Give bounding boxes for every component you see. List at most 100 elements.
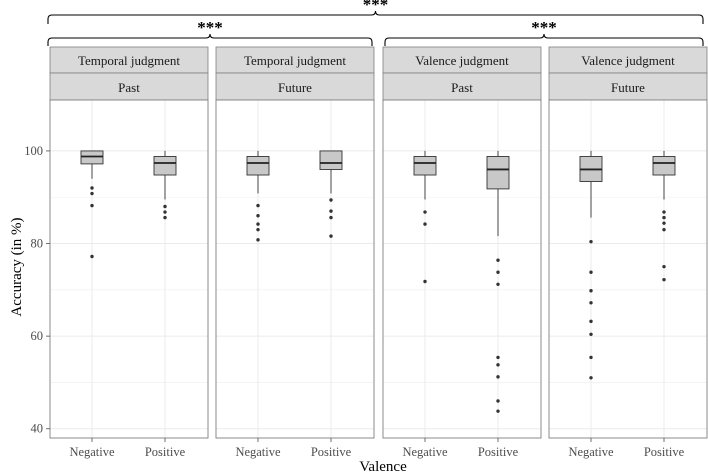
significance-label: *** bbox=[197, 18, 223, 37]
outlier-point bbox=[256, 214, 260, 218]
box-positive bbox=[319, 150, 343, 238]
significance-label: *** bbox=[531, 18, 557, 37]
strip-label-time: Future bbox=[611, 80, 645, 95]
outlier-point bbox=[90, 254, 94, 259]
plot-background bbox=[383, 100, 541, 438]
box-iqr bbox=[652, 156, 676, 176]
strip-label-judgment: Temporal judgment bbox=[78, 53, 180, 68]
outlier-point bbox=[256, 222, 260, 226]
outlier-point bbox=[662, 210, 666, 214]
strip-label-time: Future bbox=[278, 80, 312, 95]
x-tick-label: Positive bbox=[311, 445, 352, 459]
outlier-point bbox=[662, 221, 666, 225]
significance-label: *** bbox=[363, 0, 389, 14]
outlier-point bbox=[163, 210, 167, 214]
outlier-point bbox=[329, 198, 333, 202]
x-tick-label: Positive bbox=[644, 445, 685, 459]
strip-label-judgment: Temporal judgment bbox=[244, 53, 346, 68]
outlier-point bbox=[589, 239, 593, 244]
panel-border bbox=[548, 99, 708, 439]
outlier-point bbox=[423, 222, 427, 226]
y-axis: 40 60 80 100 bbox=[24, 144, 50, 436]
panel-border bbox=[49, 99, 209, 439]
plot-background bbox=[549, 100, 707, 438]
strip-label-time: Past bbox=[451, 80, 473, 95]
x-tick-label: Negative bbox=[235, 445, 281, 459]
strip-label-time: Past bbox=[118, 80, 140, 95]
outlier-point bbox=[589, 376, 593, 380]
bracket-line bbox=[47, 10, 704, 24]
outlier-point bbox=[496, 363, 500, 367]
facet-panel: Valence judgment Future Negative Positive bbox=[548, 46, 708, 459]
outlier-point bbox=[163, 204, 167, 209]
outlier-point bbox=[423, 279, 427, 284]
box-iqr bbox=[413, 156, 437, 176]
outlier-point bbox=[496, 258, 500, 262]
outlier-point bbox=[423, 210, 427, 214]
box-positive bbox=[153, 150, 177, 220]
box-negative bbox=[413, 150, 437, 284]
outlier-point bbox=[496, 399, 500, 403]
outlier-point bbox=[662, 277, 666, 282]
plot-background bbox=[50, 100, 208, 438]
box-iqr bbox=[153, 156, 177, 176]
box-negative bbox=[246, 150, 270, 242]
outlier-point bbox=[256, 227, 260, 232]
x-tick-label: Negative bbox=[402, 445, 448, 459]
facet-panel: Temporal judgment Past Negative Positive bbox=[49, 46, 209, 459]
box-positive bbox=[652, 150, 676, 282]
strip-top-background bbox=[215, 46, 375, 74]
y-tick-label: 100 bbox=[24, 144, 43, 158]
outlier-point bbox=[496, 282, 500, 286]
facet-panel: Temporal judgment Future Negative Positive bbox=[215, 46, 375, 459]
significance-bracket: *** bbox=[47, 0, 704, 24]
outlier-point bbox=[662, 264, 666, 269]
y-tick-label: 60 bbox=[31, 329, 44, 343]
outlier-point bbox=[589, 301, 593, 305]
box-positive bbox=[486, 150, 510, 413]
x-axis-title: Valence bbox=[359, 459, 407, 475]
strip-bottom-background bbox=[49, 72, 209, 101]
outlier-point bbox=[329, 209, 333, 213]
box-iqr bbox=[319, 150, 343, 170]
strip-label-judgment: Valence judgment bbox=[415, 53, 509, 68]
outlier-point bbox=[589, 319, 593, 324]
strip-top-background bbox=[49, 46, 209, 74]
x-tick-label: Negative bbox=[69, 445, 115, 459]
outlier-point bbox=[496, 355, 500, 360]
outlier-point bbox=[589, 270, 593, 274]
box-iqr bbox=[80, 150, 104, 165]
outlier-point bbox=[589, 332, 593, 336]
bracket-line bbox=[47, 33, 373, 46]
outlier-point bbox=[90, 186, 94, 190]
outlier-point bbox=[329, 234, 333, 238]
strip-bottom-background bbox=[215, 72, 375, 101]
y-axis-title: Accuracy (in %) bbox=[9, 217, 25, 316]
box-iqr bbox=[246, 156, 270, 176]
outlier-point bbox=[329, 215, 333, 220]
panel-border bbox=[382, 99, 542, 439]
strip-label-judgment: Valence judgment bbox=[581, 53, 675, 68]
bracket-line bbox=[384, 33, 704, 46]
outlier-point bbox=[256, 203, 260, 208]
outlier-point bbox=[662, 215, 666, 220]
outlier-point bbox=[163, 215, 167, 220]
panel-border bbox=[215, 99, 375, 439]
outlier-point bbox=[496, 375, 500, 379]
x-tick-label: Positive bbox=[145, 445, 186, 459]
box-negative bbox=[80, 150, 104, 259]
significance-brackets: *** *** *** bbox=[47, 0, 704, 46]
outlier-point bbox=[496, 270, 500, 274]
outlier-point bbox=[589, 355, 593, 360]
plot-background bbox=[216, 100, 374, 438]
x-tick-label: Negative bbox=[568, 445, 614, 459]
y-tick-label: 80 bbox=[31, 237, 44, 251]
significance-bracket: *** bbox=[47, 18, 373, 46]
outlier-point bbox=[662, 227, 666, 232]
outlier-point bbox=[589, 289, 593, 293]
outlier-point bbox=[496, 409, 500, 413]
box-iqr bbox=[486, 156, 510, 190]
strip-bottom-background bbox=[382, 72, 542, 101]
